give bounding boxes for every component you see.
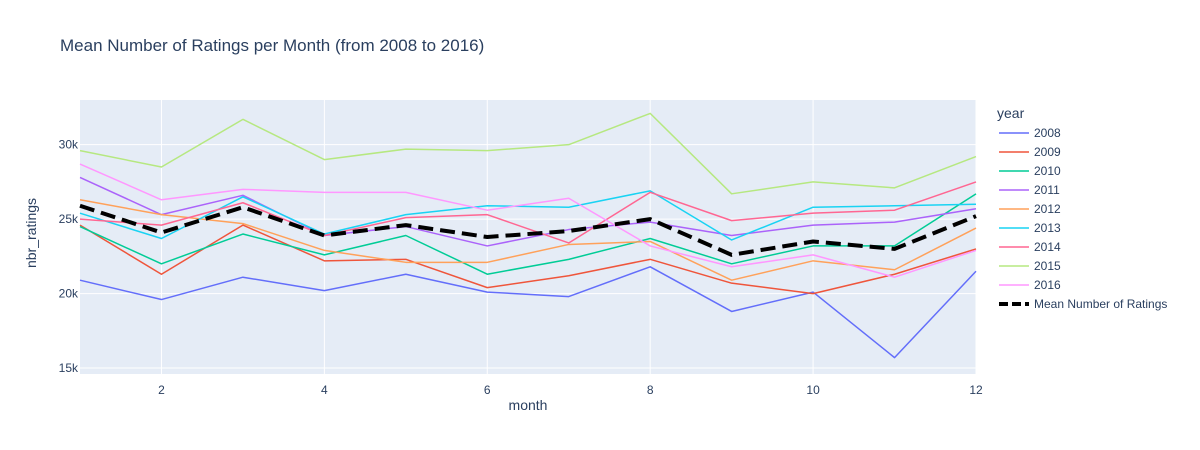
legend-label: 2015 (1034, 259, 1061, 273)
legend-item-mean-number-of-ratings[interactable]: Mean Number of Ratings (999, 297, 1167, 311)
legend-item-2012[interactable]: 2012 (999, 202, 1061, 216)
legend[interactable]: 2008 2009 2010 2011 2012 2013 2014 2015 2016 Mean… (999, 126, 1167, 311)
series-line-2016 (79, 163, 977, 278)
series-line-2009 (79, 224, 977, 295)
legend-item-2009[interactable]: 2009 (999, 145, 1061, 159)
x-tick-label: 12 (969, 383, 983, 397)
x-axis-ticks: 2 4 6 8 10 12 (158, 383, 983, 397)
y-tick-label: 20k (59, 287, 79, 301)
chart-title: Mean Number of Ratings per Month (from 2… (60, 36, 484, 55)
legend-title: year (997, 105, 1025, 121)
legend-item-2013[interactable]: 2013 (999, 221, 1061, 235)
y-tick-label: 15k (59, 361, 79, 375)
legend-item-2014[interactable]: 2014 (999, 240, 1061, 254)
series-line-2010 (79, 193, 977, 275)
legend-label: 2011 (1034, 183, 1060, 197)
legend-label: 2008 (1034, 126, 1061, 140)
series-lines (79, 112, 977, 359)
series-line-2011 (79, 176, 977, 247)
legend-item-2011[interactable]: 2011 (999, 183, 1060, 197)
x-tick-label: 10 (806, 383, 820, 397)
legend-label: Mean Number of Ratings (1034, 297, 1167, 311)
x-tick-label: 4 (321, 383, 328, 397)
legend-label: 2013 (1034, 221, 1061, 235)
series-line-2008 (79, 266, 977, 359)
series-line-2012 (79, 199, 977, 281)
series-line-2013 (79, 190, 977, 241)
legend-label: 2014 (1034, 240, 1061, 254)
y-axis-ticks: 15k 20k 25k 30k (59, 138, 79, 375)
y-tick-label: 30k (59, 138, 79, 152)
x-tick-label: 2 (158, 383, 165, 397)
legend-item-2010[interactable]: 2010 (999, 164, 1061, 178)
series-line-mean-number-of-ratings (79, 203, 977, 257)
x-axis-label: month (509, 397, 548, 413)
legend-item-2015[interactable]: 2015 (999, 259, 1061, 273)
x-tick-label: 8 (647, 383, 654, 397)
legend-item-2016[interactable]: 2016 (999, 278, 1061, 292)
y-axis-label: nbr_ratings (23, 198, 39, 268)
legend-label: 2009 (1034, 145, 1061, 159)
legend-label: 2012 (1034, 202, 1061, 216)
legend-item-2008[interactable]: 2008 (999, 126, 1061, 140)
legend-label: 2010 (1034, 164, 1061, 178)
y-tick-label: 25k (59, 212, 79, 226)
series-line-2015 (79, 112, 977, 195)
series-line-2014 (79, 181, 977, 244)
x-tick-label: 6 (484, 383, 491, 397)
legend-label: 2016 (1034, 278, 1061, 292)
